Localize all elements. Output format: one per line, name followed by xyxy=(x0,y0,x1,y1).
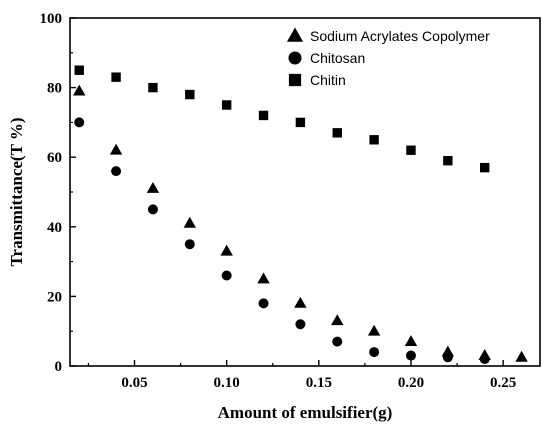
data-point xyxy=(185,89,195,100)
series-circle xyxy=(74,117,490,365)
y-tick-label: 60 xyxy=(47,150,62,166)
x-tick-label: 0.10 xyxy=(214,375,240,391)
data-point xyxy=(442,352,453,363)
data-point xyxy=(111,166,122,177)
legend-marker-circle xyxy=(288,51,302,65)
y-axis-title: Transmittance(T %) xyxy=(7,117,26,266)
data-point xyxy=(184,239,195,250)
data-point xyxy=(258,298,269,309)
legend-marker-square xyxy=(288,73,302,87)
data-point xyxy=(73,84,86,96)
data-point xyxy=(258,110,269,121)
data-point xyxy=(404,335,418,347)
data-points xyxy=(73,65,528,365)
data-point xyxy=(405,350,416,361)
data-point xyxy=(183,216,197,228)
y-tick-label: 20 xyxy=(47,289,62,305)
data-point xyxy=(367,324,381,336)
data-point xyxy=(369,135,379,145)
x-tick-label: 0.05 xyxy=(121,375,147,391)
data-point xyxy=(332,128,342,138)
data-point xyxy=(111,72,121,82)
x-tick-label: 0.25 xyxy=(490,375,516,391)
y-tick-label: 40 xyxy=(47,220,62,236)
data-point xyxy=(369,347,380,358)
x-axis-ticks: 0.05 0.10 0.15 0.20 0.25 xyxy=(87,360,516,391)
data-point xyxy=(257,272,270,284)
data-point xyxy=(74,117,85,128)
data-point xyxy=(221,100,232,110)
data-point xyxy=(331,314,344,326)
data-point xyxy=(294,296,307,308)
x-tick-label: 0.15 xyxy=(306,375,332,391)
series-square xyxy=(74,65,490,173)
plot-frame xyxy=(69,17,541,367)
data-point xyxy=(443,155,453,166)
y-tick-label: 100 xyxy=(40,11,63,27)
data-point xyxy=(74,65,84,75)
data-point xyxy=(220,244,233,256)
y-tick-label: 80 xyxy=(47,81,62,97)
data-point xyxy=(221,270,232,281)
data-point xyxy=(147,204,158,215)
y-tick-label: 0 xyxy=(55,359,63,375)
data-point xyxy=(295,117,306,128)
data-point xyxy=(515,350,528,362)
legend-label: Sodium Acrylates Copolymer xyxy=(310,28,490,44)
data-point xyxy=(406,145,416,155)
data-point xyxy=(109,143,123,155)
legend-label: Chitosan xyxy=(310,50,365,66)
y-axis-ticks: 0 20 40 60 80 100 xyxy=(40,11,76,375)
data-point xyxy=(295,319,306,330)
x-tick-label: 0.20 xyxy=(398,375,424,391)
legend-label: Chitin xyxy=(310,72,346,88)
data-point xyxy=(146,182,160,193)
legend-marker-triangle xyxy=(286,27,304,42)
legend: Sodium Acrylates Copolymer Chitosan Chitin xyxy=(286,27,490,88)
data-point xyxy=(332,336,343,347)
x-axis-title: Amount of emulsifier(g) xyxy=(218,403,393,422)
data-point xyxy=(148,82,158,93)
data-point xyxy=(480,162,490,173)
data-point xyxy=(479,354,490,365)
